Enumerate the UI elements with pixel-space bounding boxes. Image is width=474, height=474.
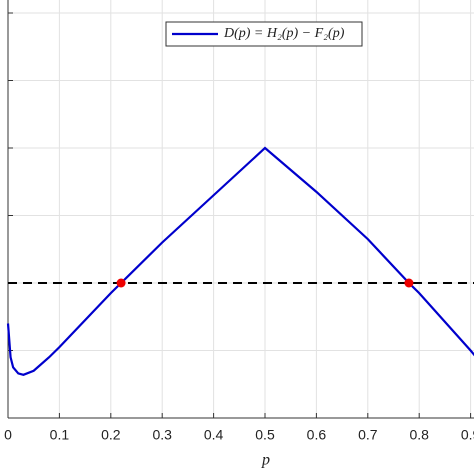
- x-tick-label: 0.2: [101, 427, 121, 443]
- x-tick-label: 0.7: [358, 427, 378, 443]
- legend-label: D(p) = H₂(p) − F₂(p): [223, 26, 345, 41]
- x-axis-label: p: [261, 452, 270, 469]
- marker-point: [116, 278, 126, 288]
- x-tick-label: 0.6: [307, 427, 327, 443]
- legend: D(p) = H₂(p) − F₂(p): [165, 21, 363, 47]
- x-tick-label: 0.3: [152, 427, 172, 443]
- x-tick-label: 0.5: [255, 427, 275, 443]
- line-series: [6, 146, 474, 376]
- marker-point: [404, 278, 414, 288]
- x-tick-label: 0: [4, 427, 12, 443]
- x-tick-label: 0.1: [50, 427, 70, 443]
- x-tick-label: 0.4: [204, 427, 224, 443]
- x-tick-label: 0.9: [461, 427, 474, 443]
- plot: [6, 146, 474, 376]
- x-tick-label: 0.8: [409, 427, 429, 443]
- grid: 00.10.20.30.40.50.60.70.80.900.10.20.30.…: [4, 0, 474, 443]
